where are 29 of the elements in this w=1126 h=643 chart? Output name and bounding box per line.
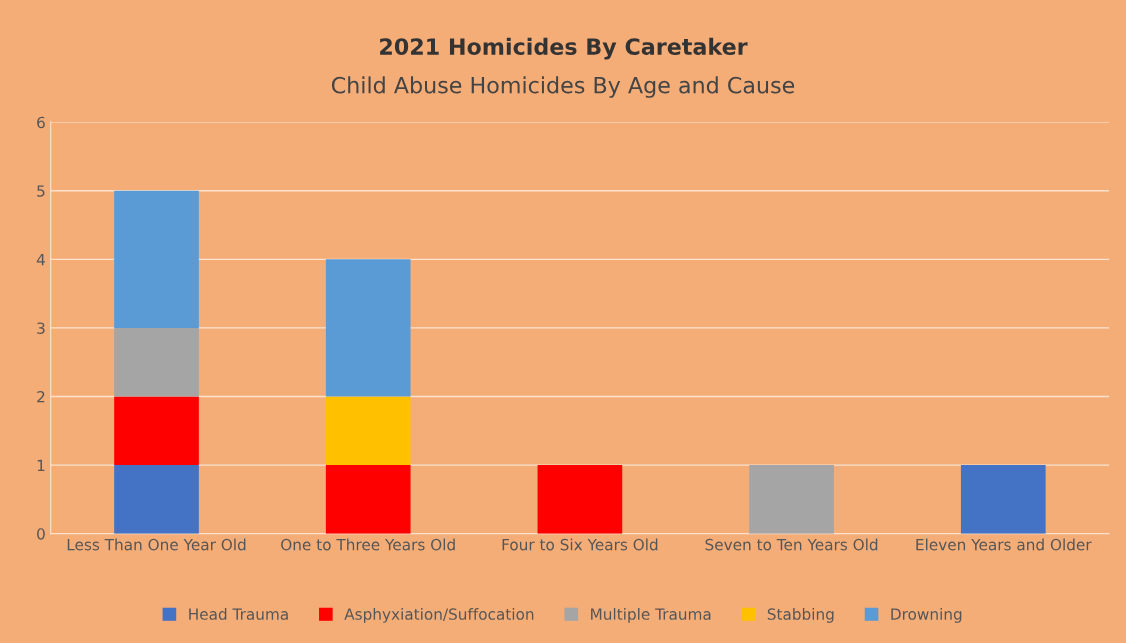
bar [537, 465, 623, 534]
bar [114, 465, 199, 534]
x-tick-label: One to Three Years Old [281, 538, 455, 551]
bar [749, 465, 834, 534]
y-tick-label: 2 [37, 390, 45, 403]
bar [960, 465, 1046, 534]
x-tick-label: Seven to Ten Years Old [705, 538, 878, 551]
bar [114, 396, 199, 466]
y-tick-label: 4 [36, 254, 45, 266]
legend-label: Multiple Trauma [591, 608, 711, 623]
y-tick-label: 5 [37, 185, 45, 197]
legend-label: Stabbing [767, 608, 834, 623]
x-tick-label: Eleven Years and Older [916, 538, 1092, 551]
legend-label: Head Trauma [189, 608, 288, 620]
y-tick-label: 1 [37, 459, 45, 471]
chart-subtitle: Child Abuse Homicides By Age and Cause [331, 76, 795, 98]
x-tick-label: Less Than One Year Old [67, 538, 246, 551]
bar [325, 465, 411, 534]
bar [325, 396, 411, 466]
legend-label: Asphyxiation/Suffocation [344, 608, 534, 623]
chart-title: 2021 Homicides By Caretaker [380, 37, 748, 60]
y-tick-label: 6 [37, 116, 45, 129]
y-tick-label: 0 [37, 528, 45, 540]
x-tick-label: Four to Six Years Old [502, 538, 658, 551]
bar [325, 259, 411, 397]
legend-label: Drowning [891, 608, 962, 623]
bar [114, 190, 199, 328]
y-tick-label: 3 [37, 322, 45, 334]
bar [114, 327, 199, 397]
